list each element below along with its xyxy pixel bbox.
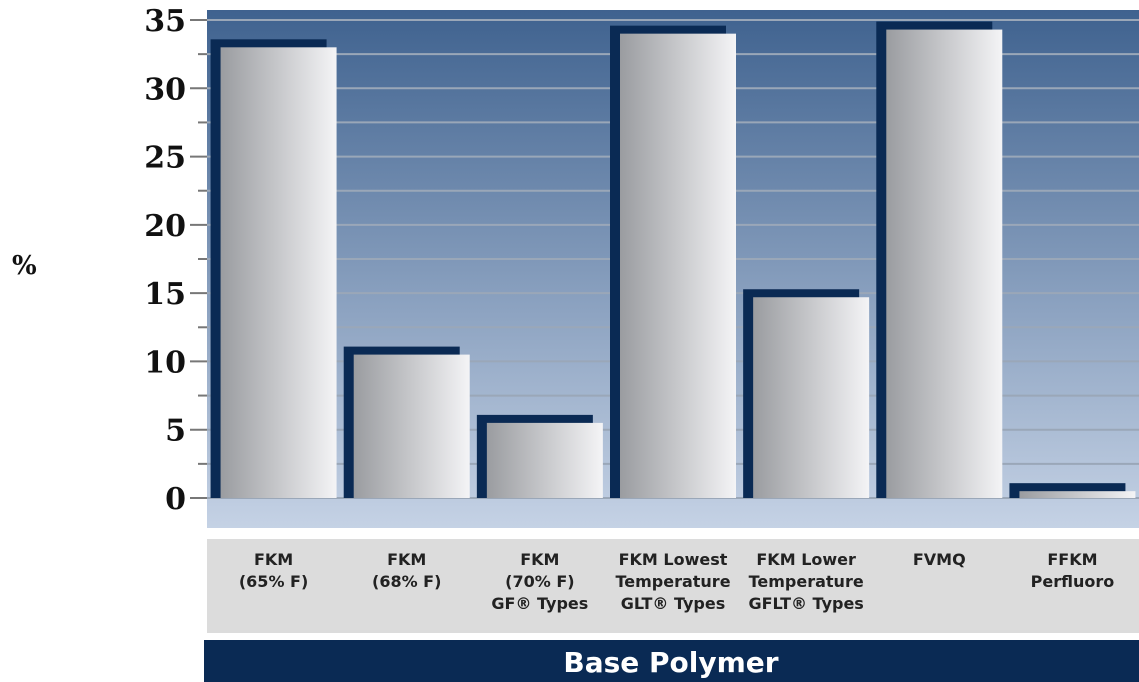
y-axis-label: % xyxy=(12,251,37,281)
x-tick-label: GF® Types xyxy=(491,594,588,613)
y-tick-label: 20 xyxy=(144,209,186,244)
bar xyxy=(486,422,603,498)
bar xyxy=(353,354,470,498)
bar xyxy=(1019,491,1136,498)
x-tick-label: FKM xyxy=(387,550,426,569)
x-tick-label: Temperature xyxy=(749,572,864,591)
bar xyxy=(886,29,1003,499)
y-tick-label: 0 xyxy=(165,482,186,517)
bar xyxy=(620,33,736,499)
x-tick-label: FVMQ xyxy=(913,550,966,569)
x-axis-label: Base Polymer xyxy=(563,646,778,679)
x-tick-label: Temperature xyxy=(615,572,730,591)
category-band xyxy=(207,539,1139,633)
y-tick-label: 30 xyxy=(144,72,186,107)
x-axis-band xyxy=(204,640,1139,682)
bar xyxy=(220,47,337,499)
x-tick-label: Perfluoro xyxy=(1031,572,1115,591)
x-tick-label: (70% F) xyxy=(505,572,574,591)
x-tick-label: (68% F) xyxy=(372,572,441,591)
y-tick-label: 15 xyxy=(144,277,186,312)
x-tick-label: FKM Lowest xyxy=(619,550,728,569)
x-tick-label: (65% F) xyxy=(239,572,308,591)
y-tick-label: 25 xyxy=(144,141,186,176)
x-tick-label: GLT® Types xyxy=(621,594,725,613)
x-tick-label: FKM xyxy=(254,550,293,569)
y-tick-label: 5 xyxy=(165,414,186,449)
y-tick-label: 10 xyxy=(144,345,186,380)
bar xyxy=(753,297,870,498)
x-tick-label: FFKM xyxy=(1047,550,1097,569)
x-tick-label: FKM Lower xyxy=(756,550,856,569)
y-tick-label: 35 xyxy=(144,4,186,39)
x-tick-label: FKM xyxy=(520,550,559,569)
x-tick-label: GFLT® Types xyxy=(748,594,863,613)
